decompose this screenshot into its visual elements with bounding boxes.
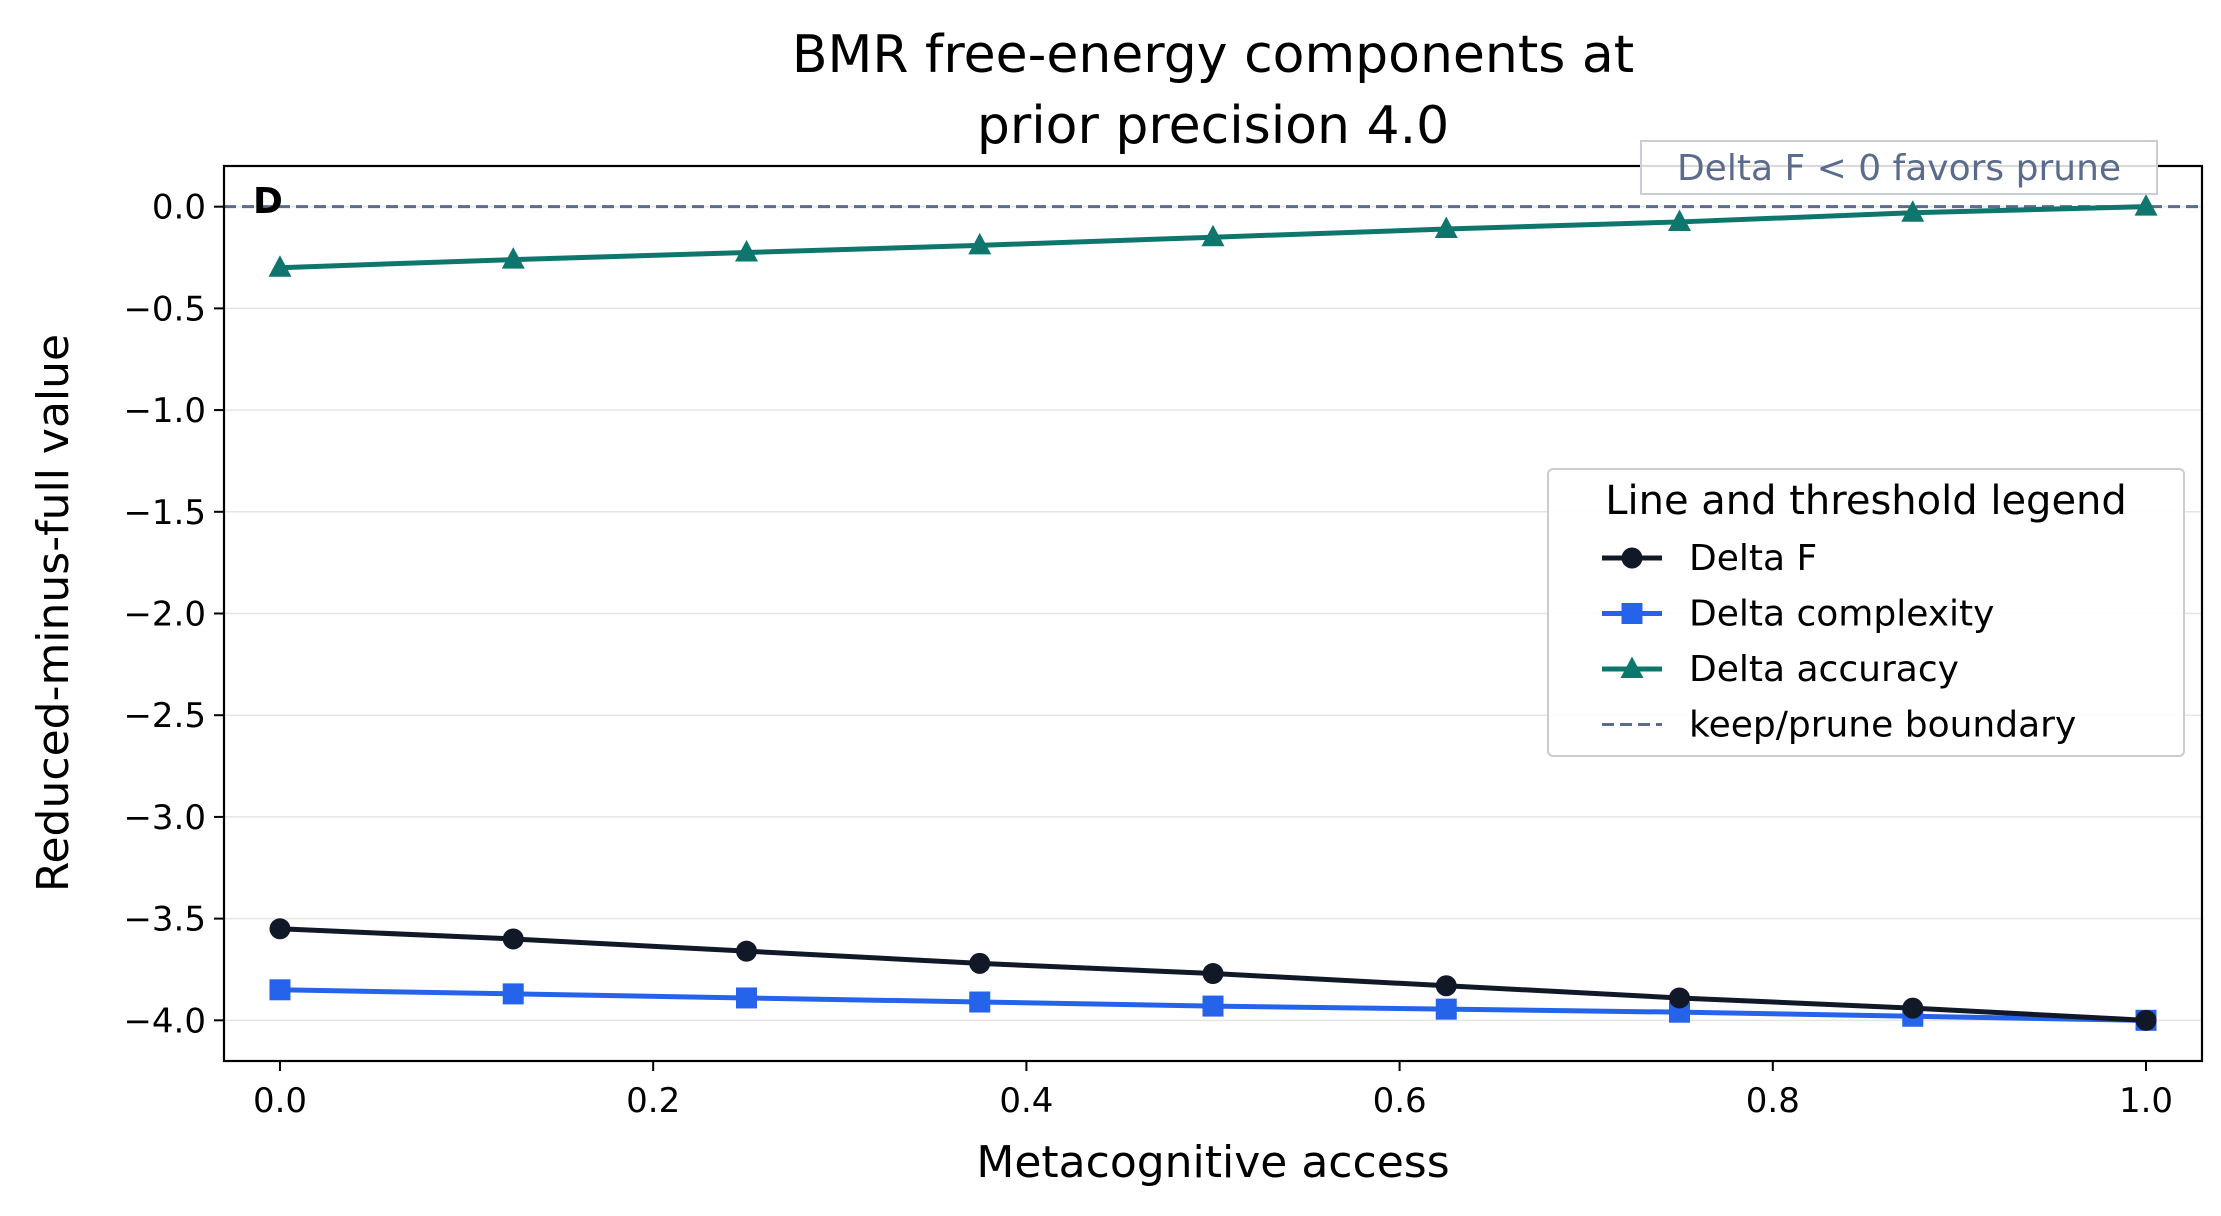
y-tick-label: 0.0 (152, 188, 206, 228)
data-point-delta-accuracy (501, 247, 525, 269)
legend-swatch-marker (1621, 603, 1643, 624)
x-tick-label: 0.6 (1373, 1081, 1427, 1121)
y-tick-label: −0.5 (123, 289, 206, 329)
data-point-delta-accuracy (1434, 216, 1458, 239)
legend-box (1547, 468, 2185, 757)
x-tick-label: 1.0 (2119, 1081, 2173, 1121)
annotation-text: Delta F < 0 favors prune (1677, 148, 2121, 189)
y-tick-label: −3.5 (123, 900, 206, 940)
y-tick-label: −4.0 (123, 1001, 206, 1041)
legend-swatch-marker (1620, 656, 1644, 678)
y-axis-label: Reduced-minus-full value (28, 334, 79, 892)
y-tick-label: −1.0 (123, 391, 206, 431)
data-point-delta-accuracy (1201, 224, 1225, 247)
data-point-delta-accuracy (268, 255, 292, 277)
legend-label: Delta F (1689, 538, 1817, 579)
x-axis-label: Metacognitive access (976, 1137, 1449, 1188)
legend: Line and threshold legend Delta F Delta c… (1547, 468, 2185, 757)
y-tick-label: −3.0 (123, 798, 206, 838)
legend-entry-keep-prune-boundary: keep/prune boundary (1602, 705, 2076, 746)
data-point-delta-complexity (269, 979, 291, 1001)
annotation-box (1640, 140, 2158, 195)
series-layer (268, 194, 2158, 1031)
data-point-delta-complexity (1202, 995, 1224, 1017)
data-point-delta-f (1902, 997, 1924, 1019)
chart-title-line-1: BMR free-energy components at (792, 25, 1634, 85)
legend-entries: Delta F Delta complexity Delta accuracy kee… (1602, 538, 2076, 746)
y-tick-label: −2.0 (123, 595, 206, 635)
data-point-delta-f (735, 940, 757, 962)
data-point-delta-complexity (1435, 998, 1457, 1020)
data-point-delta-accuracy (2134, 194, 2158, 216)
data-point-delta-f (1202, 963, 1224, 985)
x-tick-label: 0.4 (999, 1081, 1053, 1121)
data-point-delta-accuracy (1668, 209, 1692, 231)
threshold-annotation: Delta F < 0 favors prune (1640, 140, 2158, 195)
data-point-delta-complexity (735, 987, 757, 1009)
data-point-delta-f (1669, 987, 1691, 1009)
data-point-delta-accuracy (1901, 200, 1925, 222)
legend-swatch-marker (1621, 547, 1643, 569)
data-point-delta-accuracy (734, 239, 758, 262)
series-delta-accuracy (268, 194, 2158, 277)
x-tick-label: 0.0 (253, 1081, 307, 1121)
legend-entry-delta-f: Delta F (1602, 538, 1817, 579)
y-tick-label: −1.5 (123, 493, 206, 533)
legend-label: Delta complexity (1689, 594, 1994, 635)
data-point-delta-f (969, 952, 991, 974)
legend-label: Delta accuracy (1689, 649, 1959, 690)
axis-ticks: 0.0 −0.5 −1.0 −1.5 −2.0 −2.5 −3.0 −3.5 −4.0 0.0 0.… (123, 188, 2173, 1121)
x-tick-label: 0.2 (626, 1081, 680, 1121)
data-point-delta-complexity (969, 991, 991, 1013)
data-point-delta-f (269, 918, 291, 940)
legend-label: keep/prune boundary (1689, 705, 2076, 746)
x-tick-label: 0.8 (1746, 1081, 1800, 1121)
chart-title-line-2: prior precision 4.0 (977, 96, 1449, 156)
data-point-delta-accuracy (968, 232, 992, 255)
y-tick-label: −2.5 (123, 696, 206, 736)
data-point-delta-f (502, 928, 524, 950)
series-delta-f (269, 918, 2157, 1031)
legend-title: Line and threshold legend (1605, 478, 2127, 524)
data-point-delta-f (1435, 975, 1457, 997)
panel-label: D (253, 181, 283, 222)
data-point-delta-complexity (502, 983, 524, 1005)
legend-entry-delta-accuracy: Delta accuracy (1602, 649, 1959, 690)
legend-entry-delta-complexity: Delta complexity (1602, 594, 1994, 635)
data-point-delta-f (2135, 1009, 2157, 1031)
